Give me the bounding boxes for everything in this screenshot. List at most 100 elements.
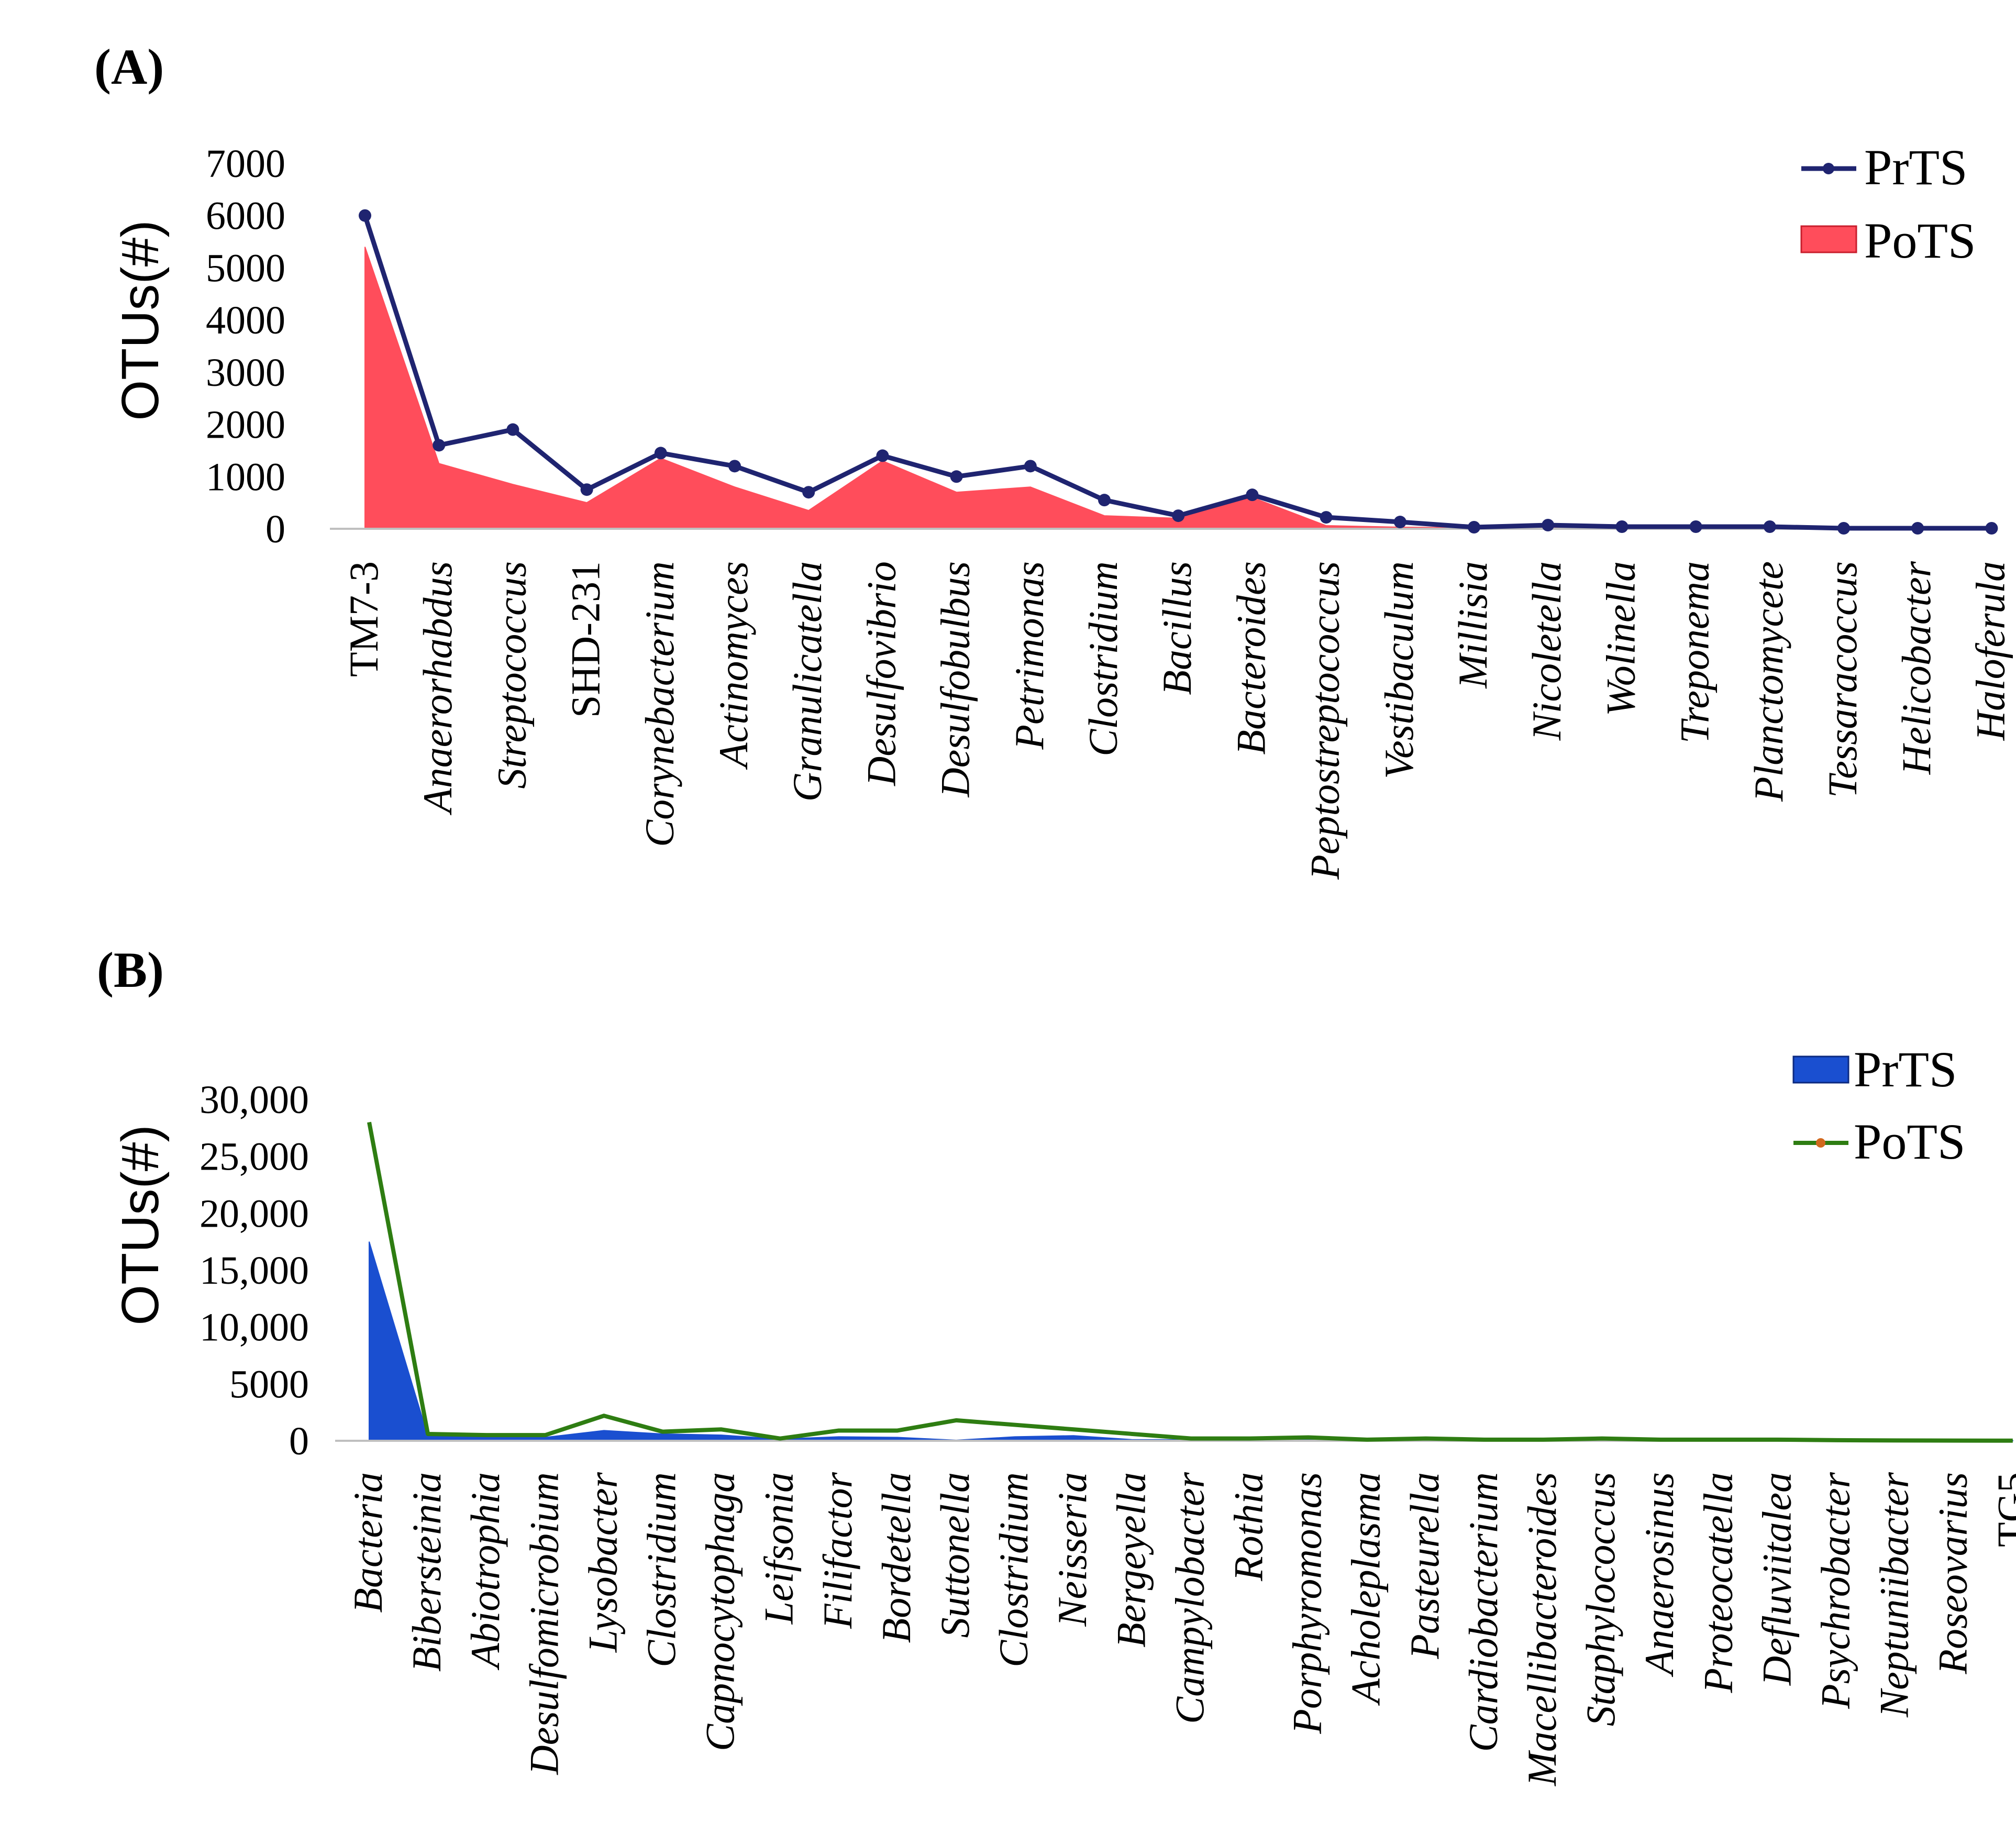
panel-b-x-tick-label: TG5 [1989,1472,2016,1547]
panel-a-series-prts-point [1393,516,1406,529]
panel-a-x-tick-label: Haloferula [1967,561,2013,741]
panel-b-x-tick-label: Roseovarius [1930,1472,1976,1675]
panel-a-series-prts-point [1468,521,1480,534]
panel-a-y-tick-label: 3000 [206,351,285,395]
panel-a-line-layer [359,209,1998,535]
panel-b-x-tick-label: Anaerosinus [1636,1472,1682,1677]
panel-b-legend: PrTS PoTS [1792,1041,1965,1170]
panel-a-y-tick-label: 7000 [206,142,285,186]
panel-a-y-ticks: 7000 6000 5000 4000 3000 2000 1000 0 [206,142,285,551]
panel-a-y-tick-label: 0 [265,507,285,551]
panel-b-x-tick-label: Capnocytophaga [697,1472,743,1751]
panel-b-x-tick-label: Bibersteinia [404,1472,449,1672]
panel-b-y-tick-label: 20,000 [200,1192,309,1236]
panel-b-x-tick-label: Suttonella [932,1472,978,1638]
panel-b-y-tick-label: 25,000 [200,1135,309,1179]
panel-a-y-tick-label: 6000 [206,194,285,238]
panel-a-series-prts-point [876,449,889,462]
panel-a-y-tick-label: 1000 [206,455,285,499]
panel-a-x-tick-label: Clostridium [1080,561,1126,757]
panel-a-legend-prts: PrTS [1864,139,1967,195]
panel-a-series-prts-point [1911,522,1924,535]
panel-b-y-tick-label: 0 [289,1419,309,1463]
panel-b-y-ticks: 30,000 25,000 20,000 15,000 10,000 5000 0 [200,1078,309,1463]
panel-a-x-tick-label: Helicobacter [1893,561,1939,775]
panel-a-x-ticks: TM7-3 Anaerorhabdus Streptococcus SHD-231 Co… [341,561,2013,880]
panel-a-series-prts-point [1172,509,1185,522]
panel-b-x-tick-label: Cardiobacterium [1460,1472,1506,1752]
panel-a-x-tick-label: Bacteroides [1228,561,1273,755]
panel-b-x-ticks: Bacteria Bibersteinia Abiotrophia Desulfomi… [345,1472,2016,1786]
panel-b-x-tick-label: Campylobacter [1167,1472,1212,1724]
panel-a-x-tick-label: Treponema [1672,561,1718,743]
panel-a-legend-marker [1823,163,1834,174]
panel-a-area-layer [364,247,1992,529]
panel-a-series-prts-point [1837,522,1850,535]
panel-b-x-tick-label: Bacteria [345,1472,391,1613]
panel-b-x-tick-label: Defluviitalea [1754,1472,1799,1686]
panel-b-x-tick-label: Clostridium [991,1472,1036,1667]
panel-a-series-prts-point [580,483,593,496]
panel-b-x-tick-label: Abiotrophia [462,1472,508,1671]
panel-a-series-prts-point [1985,522,1998,535]
panel-b-y-axis-label: OTUs(#) [111,1125,170,1325]
panel-b-series-pots-line [367,1121,2013,1443]
panel-a-x-tick-label: Wolinella [1598,561,1643,716]
panel-a-legend-area-swatch [1800,225,1857,253]
panel-a-series-pots-area [364,247,1992,529]
panel-b-y-tick-label: 10,000 [200,1306,309,1350]
panel-a-y-tick-label: 2000 [206,403,285,447]
panel-b-legend-prts: PrTS [1854,1041,1957,1097]
panel-a-x-tick-label: Desulfobulbus [933,561,978,798]
panel-a-series-prts-point [1689,520,1702,533]
panel-b-label: (B) [97,942,164,998]
panel-a-x-tick-label: Tessaracoccus [1820,561,1865,798]
panel-a-series-prts-point [359,209,371,222]
panel-b-x-tick-label: Neptuniibacter [1871,1472,1917,1718]
panel-b-x-tick-label: Desulfomicrobium [521,1472,567,1775]
panel-a-y-tick-label: 5000 [206,246,285,290]
panel-b-x-tick-label: Bergeyella [1108,1472,1154,1648]
panel-b-x-tick-label: Rothia [1226,1472,1271,1582]
panel-a-x-tick-label: Peptostreptococcus [1302,561,1348,880]
panel-b-x-tick-label: Filifactor [815,1472,860,1629]
panel-a-series-prts-point [433,439,446,452]
panel-a: (A) OTUs(#) 7000 6000 5000 4000 3000 2000 1000… [94,39,2013,880]
panel-b-x-tick-label: Bordetella [873,1472,919,1643]
panel-a-series-prts-point [1320,511,1333,524]
panel-b-x-tick-label: Acholeplasma [1343,1472,1389,1706]
panel-a-x-tick-label: Nicoletella [1524,561,1569,741]
panel-b-legend-marker [1816,1138,1825,1148]
panel-a-x-tick-label: Granulicatella [784,561,830,802]
panel-a-series-prts-point [1098,494,1111,507]
panel-b-x-tick-label: Psychrobacter [1813,1472,1858,1709]
panel-b-y-tick-label: 5000 [229,1362,309,1406]
panel-a-series-prts-point [950,470,963,483]
panel-b-x-tick-label: Staphylococcus [1578,1472,1623,1726]
panel-b-x-tick-label: Leifsonia [756,1472,802,1625]
panel-a-y-axis-label: OTUs(#) [111,220,170,420]
panel-a-series-prts-point [654,447,667,460]
panel-a-x-tick-label: Streptococcus [489,561,534,789]
panel-a-legend: PrTS PoTS [1800,139,1976,269]
panel-a-x-tick-label: Vestibaculum [1376,561,1422,779]
panel-a-x-tick-label: Actinomyces [711,561,756,770]
panel-a-series-prts-line [362,215,1992,531]
panel-a-series-prts-point [506,423,519,436]
panel-b-x-tick-label: Proteocatella [1695,1472,1741,1694]
panel-a-x-tick-label: Desulfovibrio [858,561,904,786]
panel-a-series-prts-point [1542,519,1555,532]
panel-a-x-tick-label: Planctomycete [1746,561,1791,802]
panel-a-y-tick-label: 4000 [206,298,285,342]
panel-b-y-tick-label: 15,000 [200,1249,309,1293]
panel-b-y-tick-label: 30,000 [200,1078,309,1122]
panel-b-x-tick-label: Clostridium [639,1472,684,1667]
panel-a-x-tick-label: SHD-231 [563,561,608,718]
panel-a-label: (A) [94,39,164,95]
panel-b-legend-pots: PoTS [1854,1114,1965,1170]
panel-a-x-tick-label: Anaerorhabdus [415,561,460,816]
panel-b-area-layer [369,1241,2013,1441]
panel-a-x-tick-label: TM7-3 [341,561,386,677]
panel-a-series-prts-point [802,486,815,499]
